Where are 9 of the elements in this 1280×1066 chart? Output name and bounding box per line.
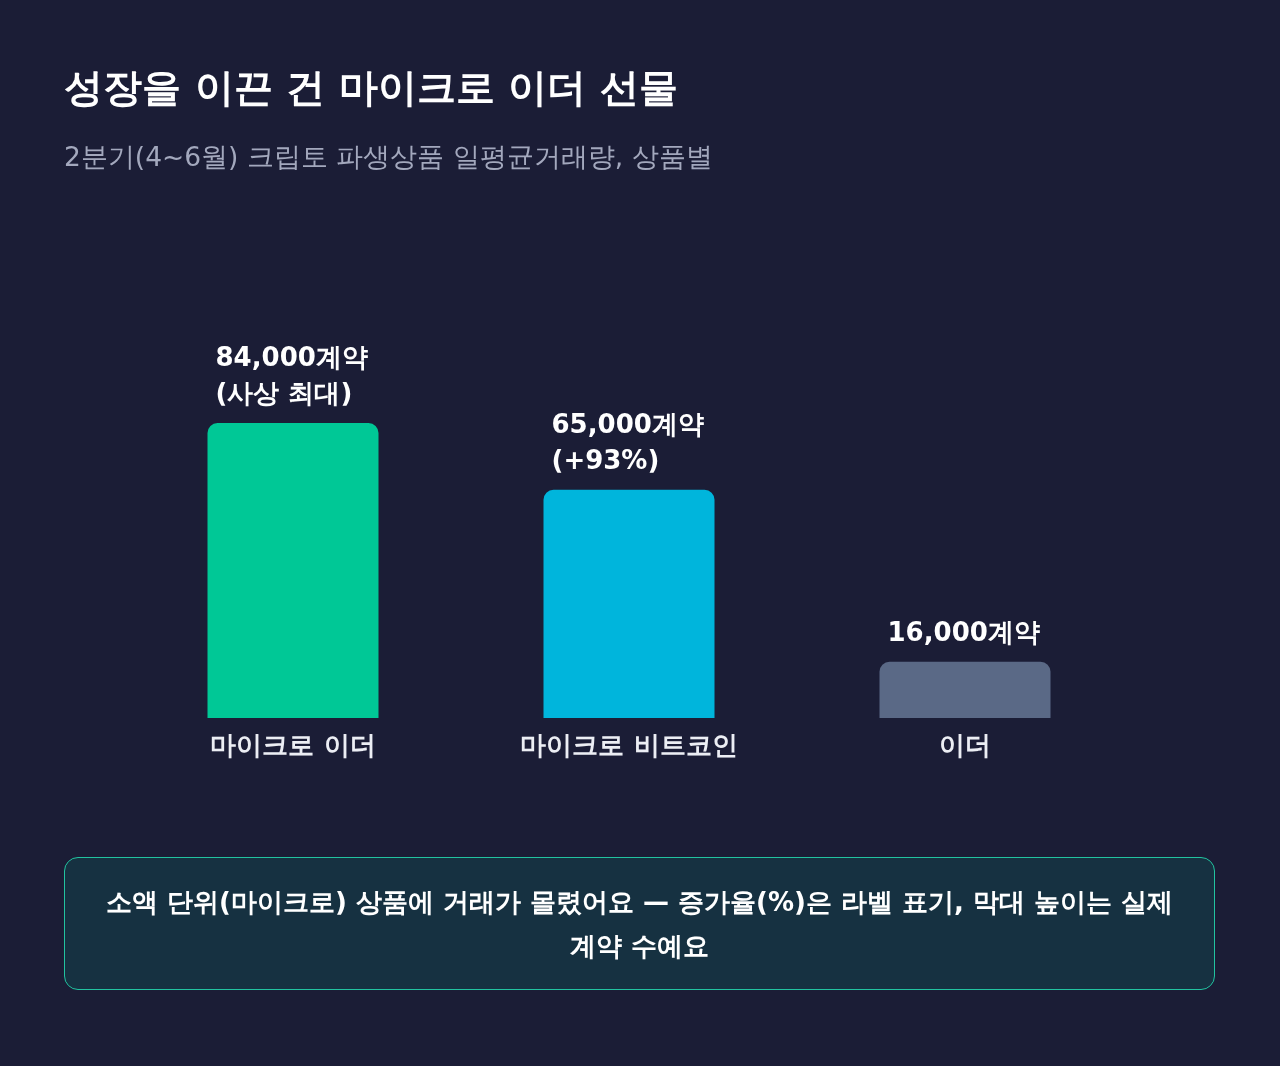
note-panel: 소액 단위(마이크로) 상품에 거래가 몰렸어요 — 증가율(%)은 라벨 표기, 막대 높이는 실제 계약 수예요	[64, 857, 1215, 990]
chart-subtitle: 2분기(4~6월) 크립토 파생상품 일평균거래량, 상품별	[64, 140, 713, 174]
x-tick-label: 마이크로 이더	[210, 730, 376, 760]
data-label: 16,000계약	[887, 616, 1040, 647]
data-label: 84,000계약 (사상 최대)	[215, 342, 368, 408]
x-tick-label: 마이크로 비트코인	[520, 730, 738, 760]
x-tick-label: 이더	[939, 730, 991, 760]
chart-title: 성장을 이끈 건 마이크로 이더 선물	[64, 64, 678, 112]
data-label: 65,000계약 (+93%)	[551, 408, 704, 475]
